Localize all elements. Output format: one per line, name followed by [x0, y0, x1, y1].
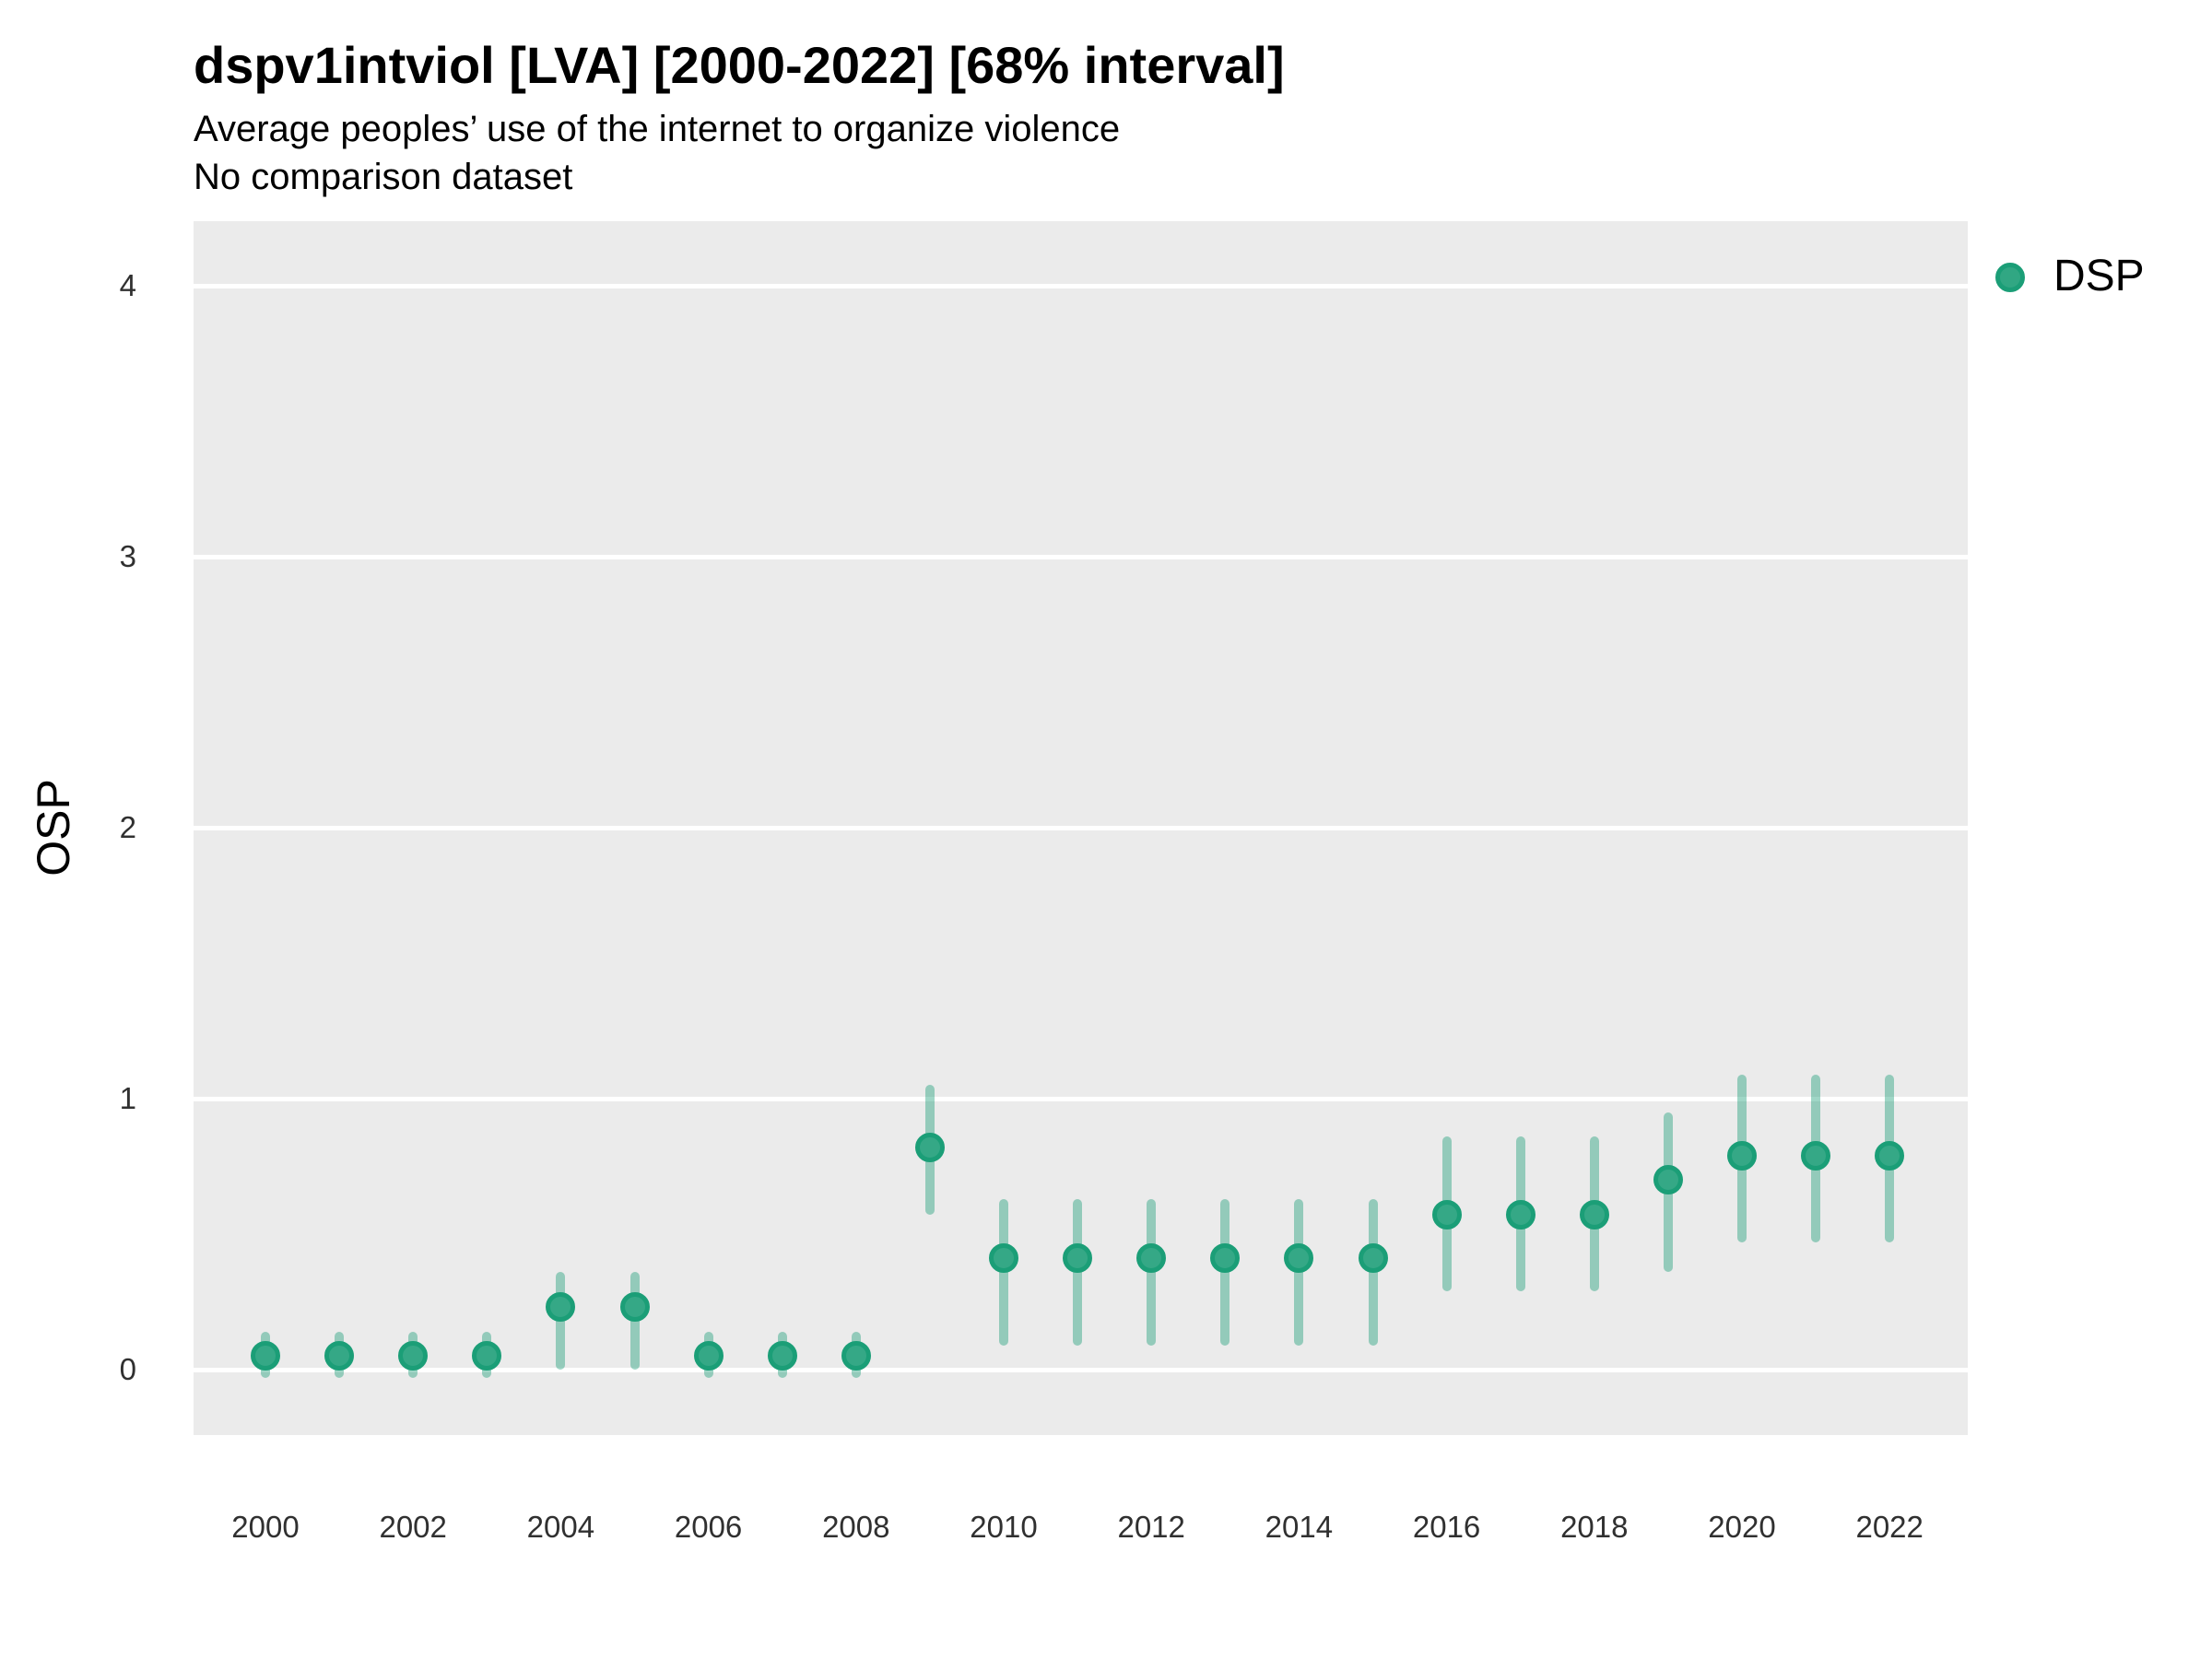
data-point — [1801, 1140, 1831, 1171]
x-tick-label: 2012 — [1117, 1510, 1185, 1544]
data-point — [1136, 1243, 1167, 1274]
data-point — [914, 1132, 945, 1162]
data-point — [472, 1341, 502, 1371]
data-point — [767, 1341, 797, 1371]
x-tick-label: 2000 — [231, 1510, 300, 1544]
data-point — [1875, 1140, 1905, 1171]
y-gridline — [194, 283, 1968, 288]
data-point — [398, 1341, 429, 1371]
data-point — [1579, 1200, 1609, 1230]
data-point — [1653, 1165, 1683, 1195]
data-point — [1505, 1200, 1535, 1230]
data-point — [841, 1341, 871, 1371]
data-point — [619, 1292, 650, 1323]
plot-panel — [194, 221, 1968, 1435]
data-point — [1727, 1140, 1757, 1171]
chart-title: dspv1intviol [LVA] [2000-2022] [68% inte… — [194, 36, 1285, 94]
chart-subtitle: Average peoples’ use of the internet to … — [194, 109, 1121, 149]
y-gridline — [194, 825, 1968, 830]
data-point — [989, 1243, 1018, 1274]
y-tick-label: 2 — [119, 810, 136, 844]
data-point — [546, 1292, 576, 1323]
x-tick-label: 2020 — [1708, 1510, 1776, 1544]
data-point — [1063, 1243, 1093, 1274]
y-tick-label: 3 — [119, 539, 136, 573]
y-tick-label: 4 — [119, 268, 136, 302]
x-tick-label: 2010 — [970, 1510, 1038, 1544]
y-gridline — [194, 1096, 1968, 1101]
x-tick-label: 2018 — [1560, 1510, 1629, 1544]
legend-label: DSP — [2053, 252, 2145, 300]
y-tick-label: 1 — [119, 1081, 136, 1115]
legend-key-dot — [1995, 263, 2025, 292]
x-tick-label: 2008 — [822, 1510, 890, 1544]
y-tick-label: 0 — [119, 1352, 136, 1386]
x-tick-label: 2002 — [379, 1510, 447, 1544]
x-tick-label: 2014 — [1265, 1510, 1334, 1544]
data-point — [324, 1341, 355, 1371]
data-point — [1210, 1243, 1241, 1274]
data-point — [1284, 1243, 1314, 1274]
x-tick-label: 2022 — [1855, 1510, 1924, 1544]
data-point — [251, 1341, 280, 1371]
data-point — [1358, 1243, 1388, 1274]
data-point — [693, 1341, 724, 1371]
data-point — [1431, 1200, 1462, 1230]
x-tick-label: 2004 — [526, 1510, 595, 1544]
y-gridline — [194, 1367, 1968, 1372]
x-tick-label: 2006 — [674, 1510, 743, 1544]
chart-note: No comparison dataset — [194, 157, 573, 197]
y-gridline — [194, 554, 1968, 559]
x-tick-label: 2016 — [1412, 1510, 1481, 1544]
